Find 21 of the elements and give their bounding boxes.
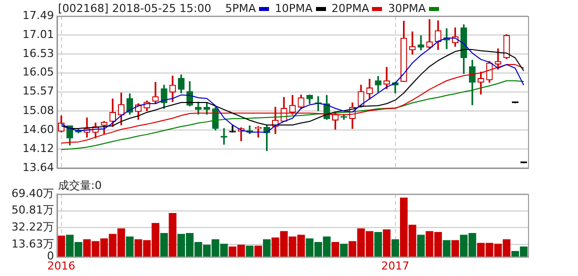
legend-label: 10PMA	[274, 2, 313, 15]
chart-title: 成交量:0	[58, 178, 102, 193]
y-tick-label: 32.22万	[12, 220, 54, 234]
y-tick-label: 50.81万	[12, 204, 54, 217]
y-tick-label: 13.64	[22, 160, 54, 174]
legend-label: 20PMA	[332, 2, 370, 15]
y-tick-label: 14.12	[22, 142, 54, 155]
y-tick-label: 15.57	[22, 84, 54, 98]
y-tick-label: 16.53	[22, 46, 54, 60]
y-tick-label: 16.05	[22, 66, 54, 79]
y-tick-label: 13.63万	[12, 237, 54, 250]
y-tick-label: 17.01	[22, 28, 54, 41]
y-tick-label: 17.49	[22, 8, 54, 22]
x-tick-label: 2017	[381, 259, 410, 272]
x-tick-label: 2016	[47, 259, 76, 272]
legend-label: 30PMA	[388, 2, 426, 15]
y-tick-label: 15.08	[22, 104, 54, 118]
chart-title: [002168] 2018-05-25 15:00	[58, 2, 212, 15]
y-tick-label: 69.40万	[12, 186, 54, 200]
legend-label: 5PMA	[225, 2, 256, 15]
y-tick-label: 14.60	[22, 122, 54, 136]
